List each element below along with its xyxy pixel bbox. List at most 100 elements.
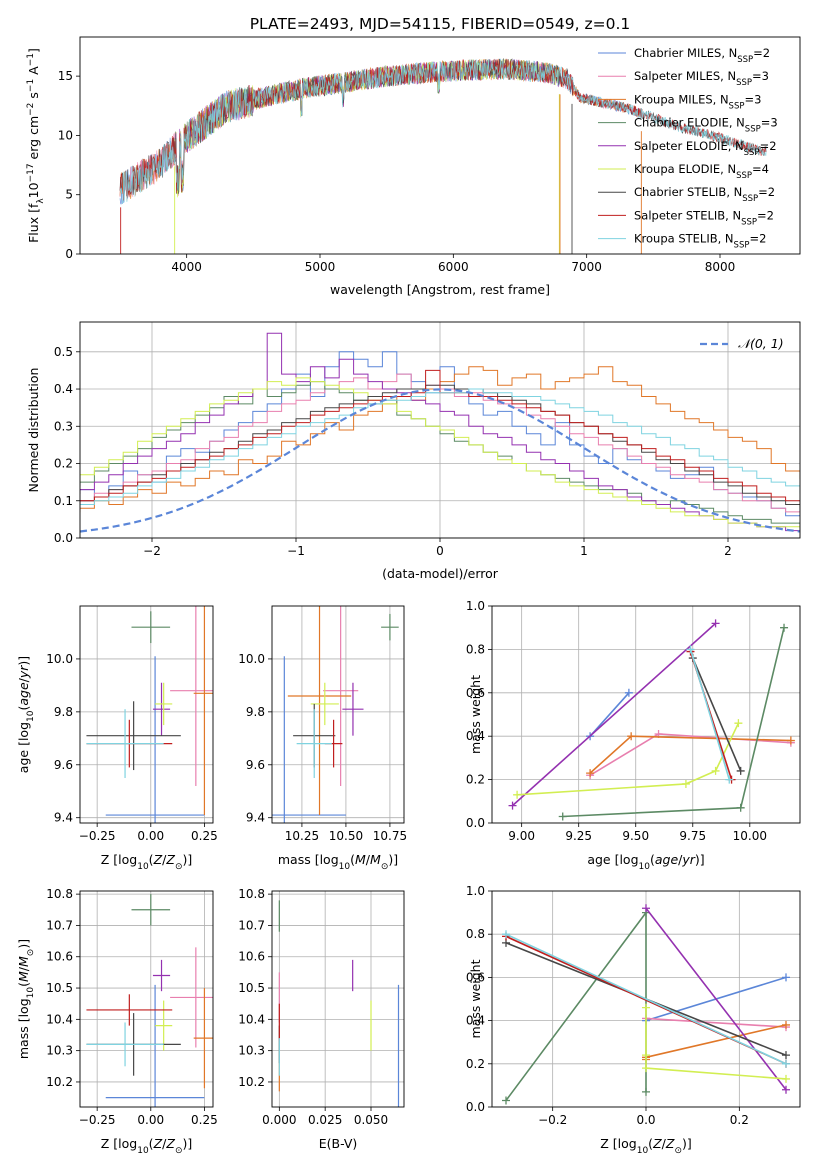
y-tick-label: 0.6 [466, 970, 485, 984]
y-tick-label: 10 [58, 128, 73, 142]
label-part: 10 [137, 862, 149, 872]
axes-residuals: −2 −1 0 1 2 0.0 0.1 0.2 0.3 0.4 0.5 (data-model)/er… [26, 321, 801, 581]
x-axis-label: E(B-V) [319, 1136, 358, 1151]
legend-residuals: 𝒩(0, 1) [700, 336, 784, 351]
label-part: )] [16, 939, 31, 949]
errorbar-chabrier-stelib [86, 701, 181, 771]
plot-area-residuals [80, 322, 800, 538]
x-tick-label: −0.25 [79, 1113, 116, 1127]
x-axis-label: Z [log10(Z/Z⊙)] [101, 1136, 193, 1156]
y-tick-label: 1.0 [466, 599, 485, 613]
spectrum-line-kroupa-stelib [119, 58, 767, 205]
legend-label-chabrier-elodie: Chabrier ELODIE, NSSP=3 [634, 116, 778, 135]
legend-label-suffix: =2 [749, 232, 766, 246]
y-tick-label: 10.0 [238, 652, 265, 666]
label-part: ( [650, 852, 655, 867]
label-part: ( [16, 982, 31, 987]
weight-line-path [645, 1007, 787, 1080]
legend-label-kroupa-stelib: Kroupa STELIB, NSSP=2 [634, 232, 766, 251]
x-axis-label: Z [log10(Z/Z⊙)] [600, 1136, 692, 1156]
label-part: yr [16, 665, 31, 679]
legend-label-salpeter-elodie: Salpeter ELODIE, NSSP=2 [634, 139, 777, 158]
axes-frame [79, 605, 214, 824]
errorbar-chabrier-elodie [381, 613, 399, 641]
weight-line-kroupa-elodie [513, 719, 743, 799]
y-tick-label: 10.7 [238, 918, 265, 932]
errorbar-salpeter-elodie [342, 682, 364, 736]
label-part: ⊙ [26, 949, 36, 957]
errorbar-kroupa-miles [193, 988, 213, 1089]
plot-area-spectrum [119, 58, 767, 254]
x-tick-label: 9.75 [679, 829, 706, 843]
weight-point-marker [642, 904, 650, 913]
y-tick-label: 10.8 [46, 887, 73, 901]
weight-line-path [517, 722, 740, 796]
x-axis-label: mass [log10(M/M⊙)] [278, 852, 398, 872]
spectrum-line-salpeter-stelib [119, 58, 767, 201]
y-tick-label: 0.8 [466, 927, 485, 941]
label-part: Z [log [101, 852, 137, 867]
x-tick-label: 8000 [705, 260, 736, 274]
weight-line-kroupa-stelib [502, 930, 790, 1068]
axes-frame [491, 605, 801, 824]
x-tick-label: 10.00 [733, 829, 767, 843]
x-tick-label: 0.00 [137, 829, 164, 843]
label-part: ( [149, 852, 154, 867]
y-tick-label: 0.4 [54, 382, 73, 396]
weight-point-marker [736, 766, 745, 775]
plot-area-age-vs-mass [272, 606, 404, 823]
weight-point-marker [782, 1051, 790, 1060]
weight-point-marker [782, 1085, 790, 1094]
x-tick-label: −1 [287, 544, 305, 558]
weight-point-marker [780, 623, 789, 632]
y-tick-label: 9.4 [246, 811, 265, 825]
label-part: M [370, 852, 381, 867]
legend-label-normal: 𝒩(0, 1) [738, 336, 784, 351]
errorbar-kroupa-miles [193, 606, 213, 816]
weight-point-marker [642, 1051, 650, 1060]
label-part: mass [log [278, 852, 339, 867]
weight-line-kroupa-stelib [686, 645, 734, 784]
legend-label-chabrier-miles: Chabrier MILES, NSSP=2 [634, 46, 770, 65]
errorbar-salpeter-miles [170, 947, 213, 1048]
histogram-chabrier-elodie [80, 381, 800, 528]
y-tick-label: 9.6 [54, 758, 73, 772]
legend-label-sub: SSP [742, 194, 758, 204]
weight-point-marker [642, 1003, 650, 1012]
legend-label-sub: SSP [741, 217, 757, 227]
weight-line-salpeter-elodie [642, 904, 790, 1094]
x-tick-label: 0.000 [262, 1113, 296, 1127]
weight-point-marker [782, 1074, 790, 1083]
weight-point-marker [558, 812, 567, 821]
errorbar-kroupa-elodie [155, 682, 173, 726]
weight-point-marker [642, 1087, 650, 1096]
errorbar-salpeter-stelib [86, 994, 173, 1026]
y-tick-label: 9.6 [246, 758, 265, 772]
weight-point-marker [711, 766, 720, 775]
label-part: ⊙ [175, 1146, 183, 1156]
weight-point-marker [782, 973, 790, 982]
x-tick-label: 0.25 [191, 1113, 218, 1127]
label-part: s [26, 92, 41, 103]
x-tick-label: 0.00 [137, 1113, 164, 1127]
errorbar-chabrier-elodie [131, 611, 171, 644]
x-axis-label: wavelength [Angstrom, rest frame] [330, 282, 550, 297]
label-part: M [16, 971, 31, 982]
x-tick-label: 1 [580, 544, 588, 558]
x-tick-label: 0.025 [308, 1113, 342, 1127]
label-part: ( [149, 1136, 154, 1151]
label-part: )] [695, 852, 705, 867]
label-part: / [366, 852, 371, 867]
errorbar-chabrier-miles [105, 984, 205, 1107]
weight-line-chabrier-elodie [558, 623, 789, 821]
y-tick-label: 10.8 [238, 887, 265, 901]
y-tick-label: 0.8 [466, 642, 485, 656]
y-tick-label: 5 [65, 188, 73, 202]
legend-label-text: Chabrier ELODIE, N [634, 116, 745, 130]
x-tick-label: 10.50 [329, 829, 363, 843]
axes-mass-vs-ebv: 0.000 0.025 0.050 10.2 10.3 10.4 10.5 10.6 10.7 1… [238, 887, 405, 1151]
legend-label-text: Chabrier STELIB, N [634, 185, 742, 199]
label-part: Z [652, 1136, 662, 1151]
